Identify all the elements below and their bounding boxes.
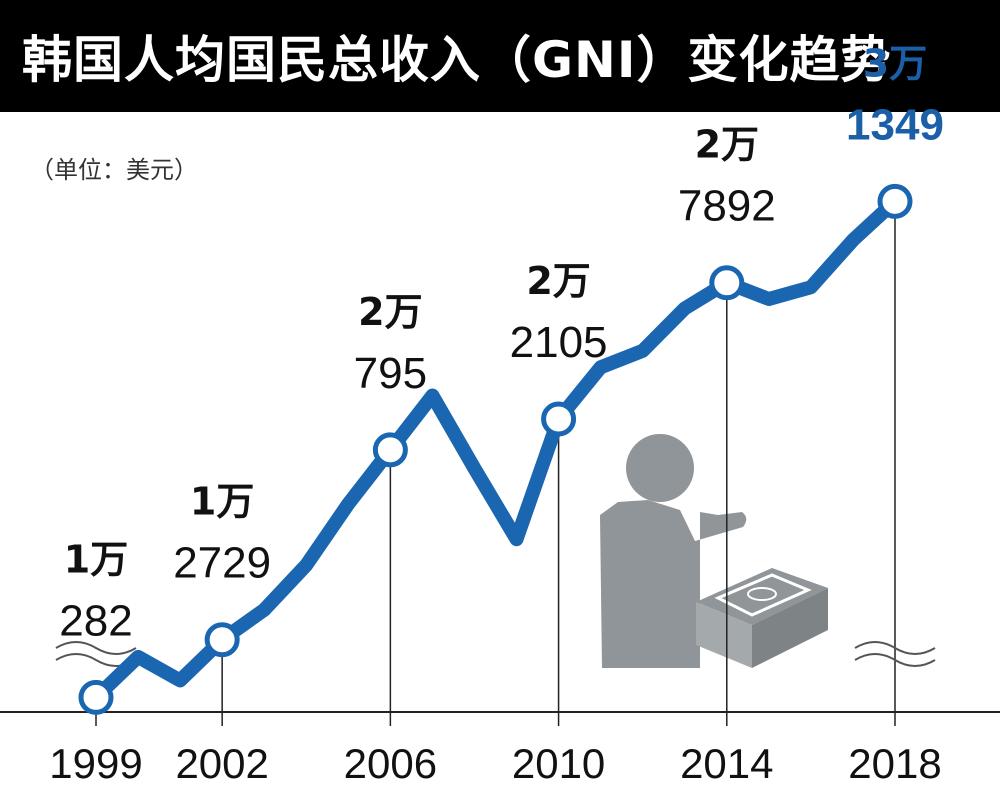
data-label-value-2010: 2105: [510, 318, 608, 367]
axis-break-mark-1999-1: [55, 641, 137, 655]
data-label-unit-2006: 2万: [358, 290, 422, 334]
x-tick-label-2010: 2010: [512, 740, 605, 787]
x-tick-label-2018: 2018: [848, 740, 941, 787]
cash-stack-side-icon: [752, 588, 828, 668]
data-point-2002: [204, 622, 240, 658]
data-label-value-1999: 282: [59, 596, 132, 645]
data-label-unit-1999: 1万: [64, 537, 128, 581]
plot-area: 1万 282 1万 2729 2万 795 2万 2105 2万 7892 3万 1349 1999 20…: [0, 41, 1000, 787]
cash-stack-front-icon: [696, 602, 752, 668]
x-tick-label-2006: 2006: [344, 740, 437, 787]
data-label-value-2002: 2729: [173, 539, 271, 588]
axis-break-mark-2018-1: [854, 641, 936, 655]
data-point-1999: [78, 679, 114, 715]
chart-title: 韩国人均国民总收入（GNI）变化趋势: [22, 31, 892, 89]
axis-break-mark-2018-2: [854, 653, 936, 667]
x-tick-label-2014: 2014: [680, 740, 773, 787]
data-point-2014: [709, 265, 745, 301]
data-point-2018: [877, 183, 913, 219]
data-label-value-2014: 7892: [678, 182, 776, 231]
unit-note: （单位：美元）: [30, 156, 198, 184]
data-label-unit-2010: 2万: [526, 259, 590, 303]
data-label-unit-2014: 2万: [695, 123, 759, 167]
data-point-2006: [372, 432, 408, 468]
banknote-emblem-icon: [747, 587, 777, 601]
data-label-unit-2002: 1万: [190, 480, 254, 524]
businessman-pointing-at-cash-stack-icon: [600, 434, 828, 668]
businessman-head-icon: [626, 434, 694, 502]
title-bar: 韩国人均国民总收入（GNI）变化趋势: [0, 0, 1000, 112]
data-label-unit-2018: 3万: [863, 41, 927, 85]
banknote-icon: [714, 573, 812, 617]
data-label-value-2006: 795: [354, 349, 427, 398]
x-tick-label-1999: 1999: [49, 740, 142, 787]
cash-stack-top-icon: [696, 568, 828, 625]
data-point-2010: [541, 401, 577, 437]
businessman-body-icon: [600, 500, 747, 668]
x-tick-label-2002: 2002: [175, 740, 268, 787]
data-label-value-2018: 1349: [846, 100, 944, 149]
